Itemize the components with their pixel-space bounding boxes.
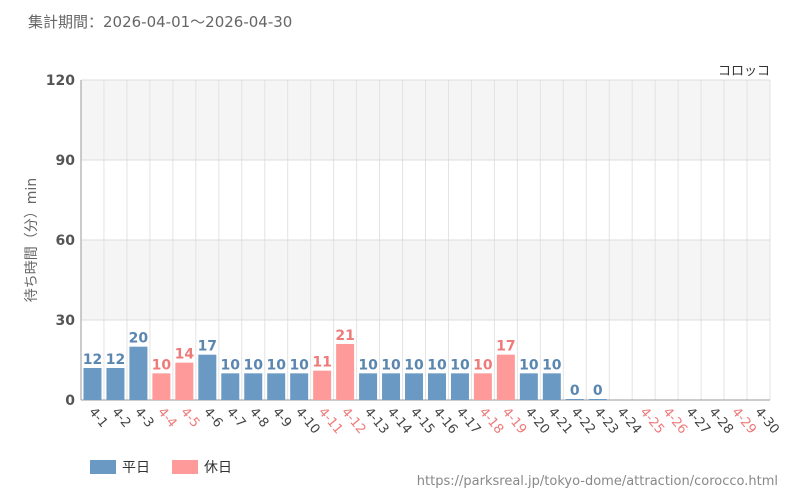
bar-value-label: 14 bbox=[175, 347, 195, 363]
x-tick-label: 4-20 bbox=[522, 405, 552, 437]
x-tick-label: 4-10 bbox=[292, 405, 322, 437]
y-tick-label: 30 bbox=[56, 313, 76, 329]
x-axis-ticks: 4-14-24-34-44-54-64-74-84-94-104-114-124… bbox=[85, 405, 781, 437]
bar[interactable] bbox=[542, 373, 561, 400]
bars bbox=[83, 344, 607, 400]
x-tick-label: 4-1 bbox=[85, 405, 110, 431]
x-tick-label: 4-2 bbox=[108, 405, 133, 431]
bar[interactable] bbox=[359, 373, 378, 400]
bar[interactable] bbox=[129, 346, 148, 400]
legend-item-weekday[interactable]: 平日 bbox=[90, 457, 150, 477]
bar[interactable] bbox=[473, 373, 492, 400]
x-tick-label: 4-4 bbox=[154, 405, 179, 431]
x-tick-label: 4-25 bbox=[637, 405, 667, 437]
bar-value-label: 10 bbox=[266, 357, 286, 373]
bar[interactable] bbox=[336, 344, 355, 400]
x-tick-label: 4-14 bbox=[384, 405, 414, 437]
bar[interactable] bbox=[313, 370, 332, 400]
period-label: 集計期間：2026-04-01～2026-04-30 bbox=[28, 13, 293, 31]
bar[interactable] bbox=[588, 399, 607, 400]
x-tick-label: 4-7 bbox=[223, 405, 248, 431]
legend: 平日 休日 bbox=[90, 457, 254, 477]
bar-value-label: 10 bbox=[427, 357, 447, 373]
bar-value-label: 10 bbox=[542, 357, 562, 373]
legend-item-holiday[interactable]: 休日 bbox=[172, 457, 232, 477]
x-tick-label: 4-19 bbox=[499, 405, 529, 437]
x-tick-label: 4-17 bbox=[453, 405, 483, 437]
legend-swatch-holiday bbox=[172, 460, 198, 474]
bar-value-label: 17 bbox=[496, 339, 515, 355]
bar[interactable] bbox=[519, 373, 538, 400]
x-tick-label: 4-24 bbox=[614, 405, 644, 437]
y-axis-title: 待ち時間（分）min bbox=[24, 178, 40, 302]
x-tick-label: 4-28 bbox=[706, 405, 736, 437]
bar-value-label: 10 bbox=[404, 357, 424, 373]
bar-value-label: 10 bbox=[152, 357, 172, 373]
x-tick-label: 4-21 bbox=[545, 405, 575, 437]
source-url[interactable]: https://parksreal.jp/tokyo-dome/attracti… bbox=[416, 474, 778, 489]
bar-value-label: 20 bbox=[129, 331, 149, 347]
bar-value-label: 0 bbox=[570, 383, 580, 399]
bar-value-label: 10 bbox=[381, 357, 401, 373]
legend-label-holiday: 休日 bbox=[204, 460, 232, 476]
bar[interactable] bbox=[450, 373, 469, 400]
x-tick-label: 4-5 bbox=[177, 405, 202, 431]
bar-value-label: 10 bbox=[473, 357, 493, 373]
x-tick-label: 4-6 bbox=[200, 405, 225, 431]
bar-value-label: 10 bbox=[519, 357, 539, 373]
bar-value-label: 10 bbox=[289, 357, 309, 373]
bar[interactable] bbox=[565, 399, 584, 400]
bar[interactable] bbox=[382, 373, 401, 400]
x-tick-label: 4-9 bbox=[269, 405, 294, 431]
x-tick-label: 4-13 bbox=[361, 405, 391, 437]
legend-swatch-weekday bbox=[90, 460, 116, 474]
bar-value-label: 11 bbox=[312, 355, 331, 371]
bar[interactable] bbox=[405, 373, 424, 400]
bar[interactable] bbox=[221, 373, 240, 400]
x-tick-label: 4-16 bbox=[430, 405, 460, 437]
x-tick-label: 4-12 bbox=[338, 405, 368, 437]
x-tick-label: 4-29 bbox=[728, 405, 758, 437]
bar-value-label: 21 bbox=[335, 328, 354, 344]
y-tick-label: 120 bbox=[46, 73, 75, 89]
bar[interactable] bbox=[496, 354, 515, 400]
x-tick-label: 4-8 bbox=[246, 405, 271, 431]
bar-value-label: 10 bbox=[244, 357, 264, 373]
bar[interactable] bbox=[244, 373, 263, 400]
bar-value-label: 17 bbox=[198, 339, 217, 355]
x-tick-label: 4-15 bbox=[407, 405, 437, 437]
bar[interactable] bbox=[290, 373, 309, 400]
bar-value-label: 12 bbox=[83, 352, 102, 368]
gridlines bbox=[80, 79, 771, 401]
y-tick-label: 0 bbox=[65, 393, 75, 409]
bar-value-label: 12 bbox=[106, 352, 125, 368]
bar[interactable] bbox=[198, 354, 217, 400]
x-tick-label: 4-11 bbox=[315, 405, 345, 437]
bar[interactable] bbox=[267, 373, 286, 400]
bar[interactable] bbox=[175, 362, 194, 400]
x-tick-label: 4-30 bbox=[751, 405, 781, 437]
y-tick-label: 60 bbox=[56, 233, 76, 249]
legend-label-weekday: 平日 bbox=[122, 460, 150, 476]
bar-value-label: 0 bbox=[593, 383, 603, 399]
x-tick-label: 4-23 bbox=[591, 405, 621, 437]
x-tick-label: 4-26 bbox=[660, 405, 690, 437]
bar[interactable] bbox=[106, 368, 125, 400]
x-tick-label: 4-22 bbox=[568, 405, 598, 437]
y-axis-ticks: 0 30 60 90 120 bbox=[46, 73, 75, 409]
bar-value-label: 10 bbox=[358, 357, 378, 373]
x-tick-label: 4-18 bbox=[476, 405, 506, 437]
y-tick-label: 90 bbox=[56, 153, 76, 169]
x-tick-label: 4-27 bbox=[683, 405, 713, 437]
bar-value-label: 10 bbox=[450, 357, 470, 373]
bar[interactable] bbox=[427, 373, 446, 400]
series-label: コロッコ bbox=[718, 64, 770, 79]
x-tick-label: 4-3 bbox=[131, 405, 156, 431]
bar[interactable] bbox=[152, 373, 171, 400]
bar[interactable] bbox=[83, 368, 102, 400]
bar-value-label: 10 bbox=[221, 357, 241, 373]
